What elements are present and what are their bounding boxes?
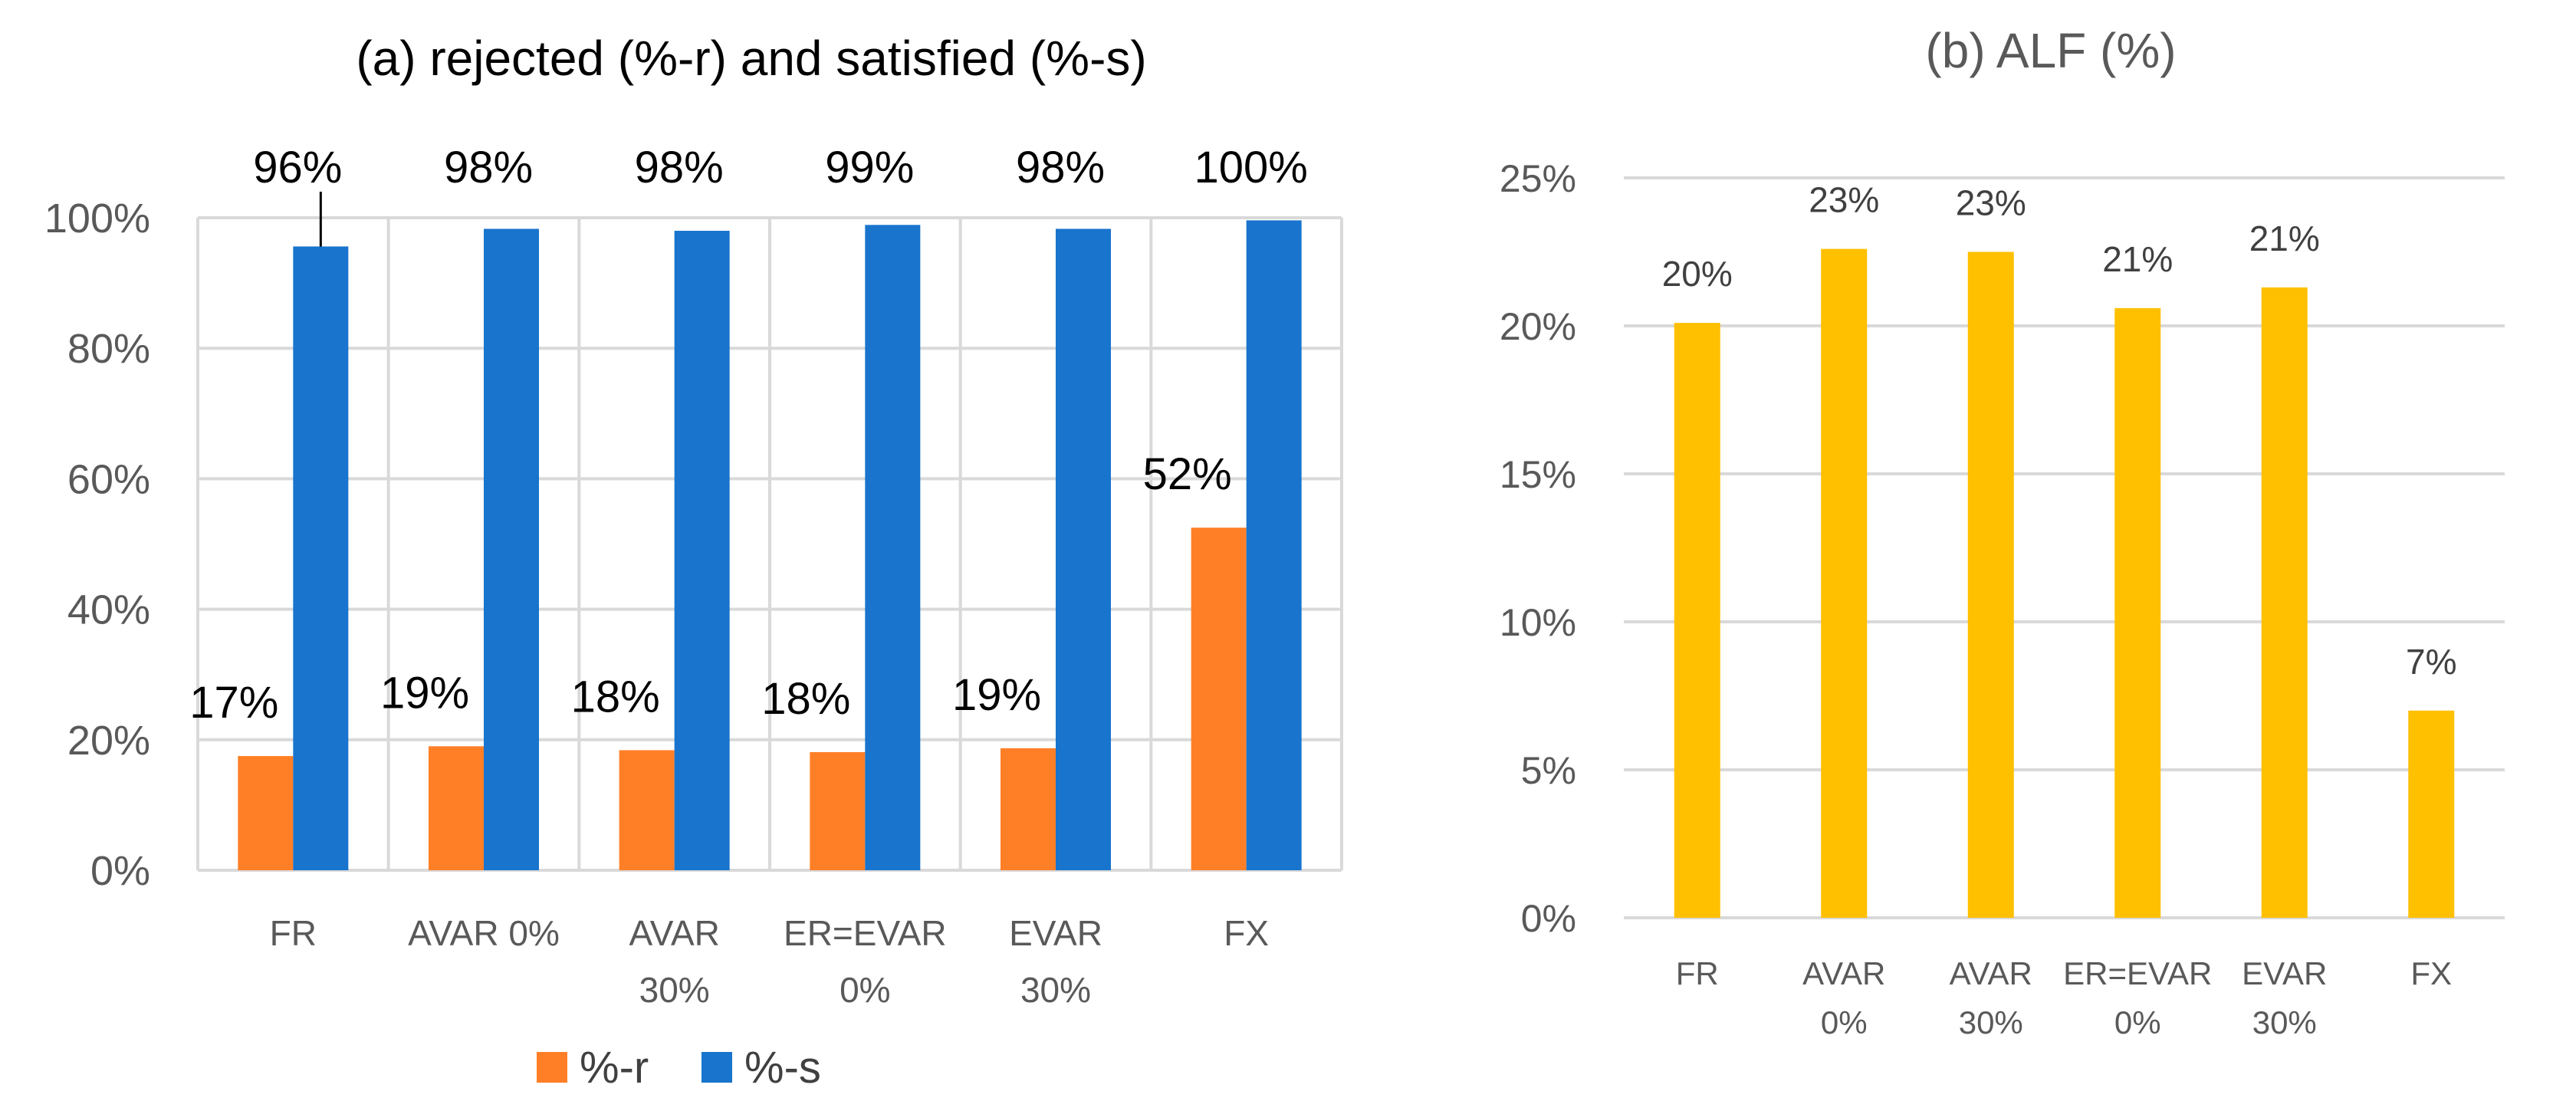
data-label: 21% <box>2102 239 2173 279</box>
y-tick-label: 5% <box>1521 749 1576 792</box>
chart-a-bars <box>238 220 1302 871</box>
y-tick-label: 25% <box>1500 157 1576 200</box>
x-tick-label: 30% <box>1959 1004 2023 1040</box>
data-label: 19% <box>380 668 469 718</box>
y-tick-label: 10% <box>1500 601 1576 644</box>
data-label: 20% <box>1662 254 1733 294</box>
y-tick-label: 40% <box>67 587 150 633</box>
data-label: 19% <box>952 670 1041 720</box>
y-tick-label: 20% <box>67 718 150 764</box>
bar-rejected <box>429 746 484 870</box>
x-tick-label: FR <box>270 913 317 953</box>
y-tick-label: 80% <box>67 326 150 372</box>
bar-alf <box>1674 323 1720 918</box>
bar-rejected <box>619 750 675 870</box>
bar-satisfied <box>484 228 539 870</box>
data-label: 98% <box>1016 143 1105 192</box>
bar-alf <box>2261 287 2308 918</box>
legend-label: %-s <box>744 1043 821 1093</box>
y-tick-label: 0% <box>1521 897 1576 940</box>
bar-alf <box>1821 248 1868 918</box>
bar-satisfied <box>865 225 921 871</box>
data-label: 98% <box>635 143 724 192</box>
chart-b-alf: (b) ALF (%) 0% 5% 10% 15% 20% 25% 20% 23% 23% 21… <box>1500 23 2505 1040</box>
x-tick-label: EVAR <box>2242 955 2327 991</box>
x-tick-label: AVAR <box>629 913 719 953</box>
y-tick-label: 100% <box>44 196 150 242</box>
x-tick-label: FX <box>1224 913 1269 953</box>
bar-alf <box>2408 710 2455 918</box>
chart-a-data-labels: 17% 96% 19% 98% 18% 98% 18% 99% 19% 98% 52% 100% <box>189 143 1308 728</box>
chart-a-grid <box>196 216 1343 872</box>
x-tick-label: AVAR <box>1950 955 2032 991</box>
y-tick-label: 60% <box>67 456 150 502</box>
bar-rejected <box>810 751 866 870</box>
data-label: 7% <box>2406 642 2456 682</box>
bar-alf <box>2114 307 2161 919</box>
chart-b-y-axis: 0% 5% 10% 15% 20% 25% <box>1500 157 1576 940</box>
y-tick-label: 20% <box>1500 305 1576 348</box>
x-tick-label: 30% <box>1020 970 1091 1010</box>
data-label: 100% <box>1194 143 1307 192</box>
chart-b-grid <box>1624 176 2505 919</box>
bar-satisfied <box>1246 220 1302 870</box>
x-tick-label: 0% <box>1821 1004 1868 1040</box>
bar-rejected <box>1001 748 1056 870</box>
data-label: 17% <box>189 678 278 728</box>
chart-b-data-labels: 20% 23% 23% 21% 21% 7% <box>1662 180 2457 682</box>
x-tick-label: 30% <box>2252 1004 2317 1040</box>
x-tick-label: 0% <box>2114 1004 2161 1040</box>
x-tick-label: FX <box>2410 955 2452 991</box>
legend-swatch <box>537 1052 567 1083</box>
x-tick-label: EVAR <box>1009 913 1102 953</box>
y-tick-label: 15% <box>1500 453 1576 496</box>
chart-a-y-axis: 0% 20% 40% 60% 80% 100% <box>44 196 150 894</box>
chart-a-rejected-satisfied: (a) rejected (%-r) and satisfied (%-s) 0… <box>44 31 1343 1093</box>
legend-label: %-r <box>580 1043 649 1093</box>
data-label: 98% <box>444 143 533 192</box>
data-label: 52% <box>1143 449 1232 499</box>
data-label: 18% <box>761 674 850 724</box>
y-tick-label: 0% <box>90 848 150 894</box>
bar-rejected <box>238 756 294 870</box>
x-tick-label: AVAR <box>1802 955 1885 991</box>
legend-swatch <box>702 1052 732 1083</box>
x-tick-label: 30% <box>639 970 710 1010</box>
chart-b-title: (b) ALF (%) <box>1925 23 2176 78</box>
chart-a-legend: %-r %-s <box>537 1043 821 1093</box>
chart-a-title: (a) rejected (%-r) and satisfied (%-s) <box>356 31 1146 86</box>
data-label: 21% <box>2249 219 2320 258</box>
x-tick-label: ER=EVAR <box>784 913 947 953</box>
bar-satisfied <box>674 231 730 870</box>
data-label: 23% <box>1956 183 2026 223</box>
data-label: 18% <box>571 672 660 721</box>
x-tick-label: AVAR 0% <box>408 913 560 953</box>
data-label: 99% <box>825 143 914 192</box>
bar-rejected <box>1191 528 1247 870</box>
bar-alf <box>1967 251 2014 918</box>
bar-satisfied <box>293 246 349 871</box>
chart-b-bars <box>1674 248 2455 919</box>
data-label: 96% <box>253 143 342 192</box>
chart-b-x-axis: FR AVAR 0% AVAR 30% ER=EVAR 0% EVAR 30% FX <box>1676 955 2452 1040</box>
data-label: 23% <box>1809 180 1879 220</box>
x-tick-label: ER=EVAR <box>2063 955 2212 991</box>
x-tick-label: 0% <box>840 970 890 1010</box>
chart-a-x-axis: FR AVAR 0% AVAR 30% ER=EVAR 0% EVAR 30% FX <box>270 913 1269 1010</box>
bar-satisfied <box>1056 228 1111 870</box>
x-tick-label: FR <box>1676 955 1719 991</box>
